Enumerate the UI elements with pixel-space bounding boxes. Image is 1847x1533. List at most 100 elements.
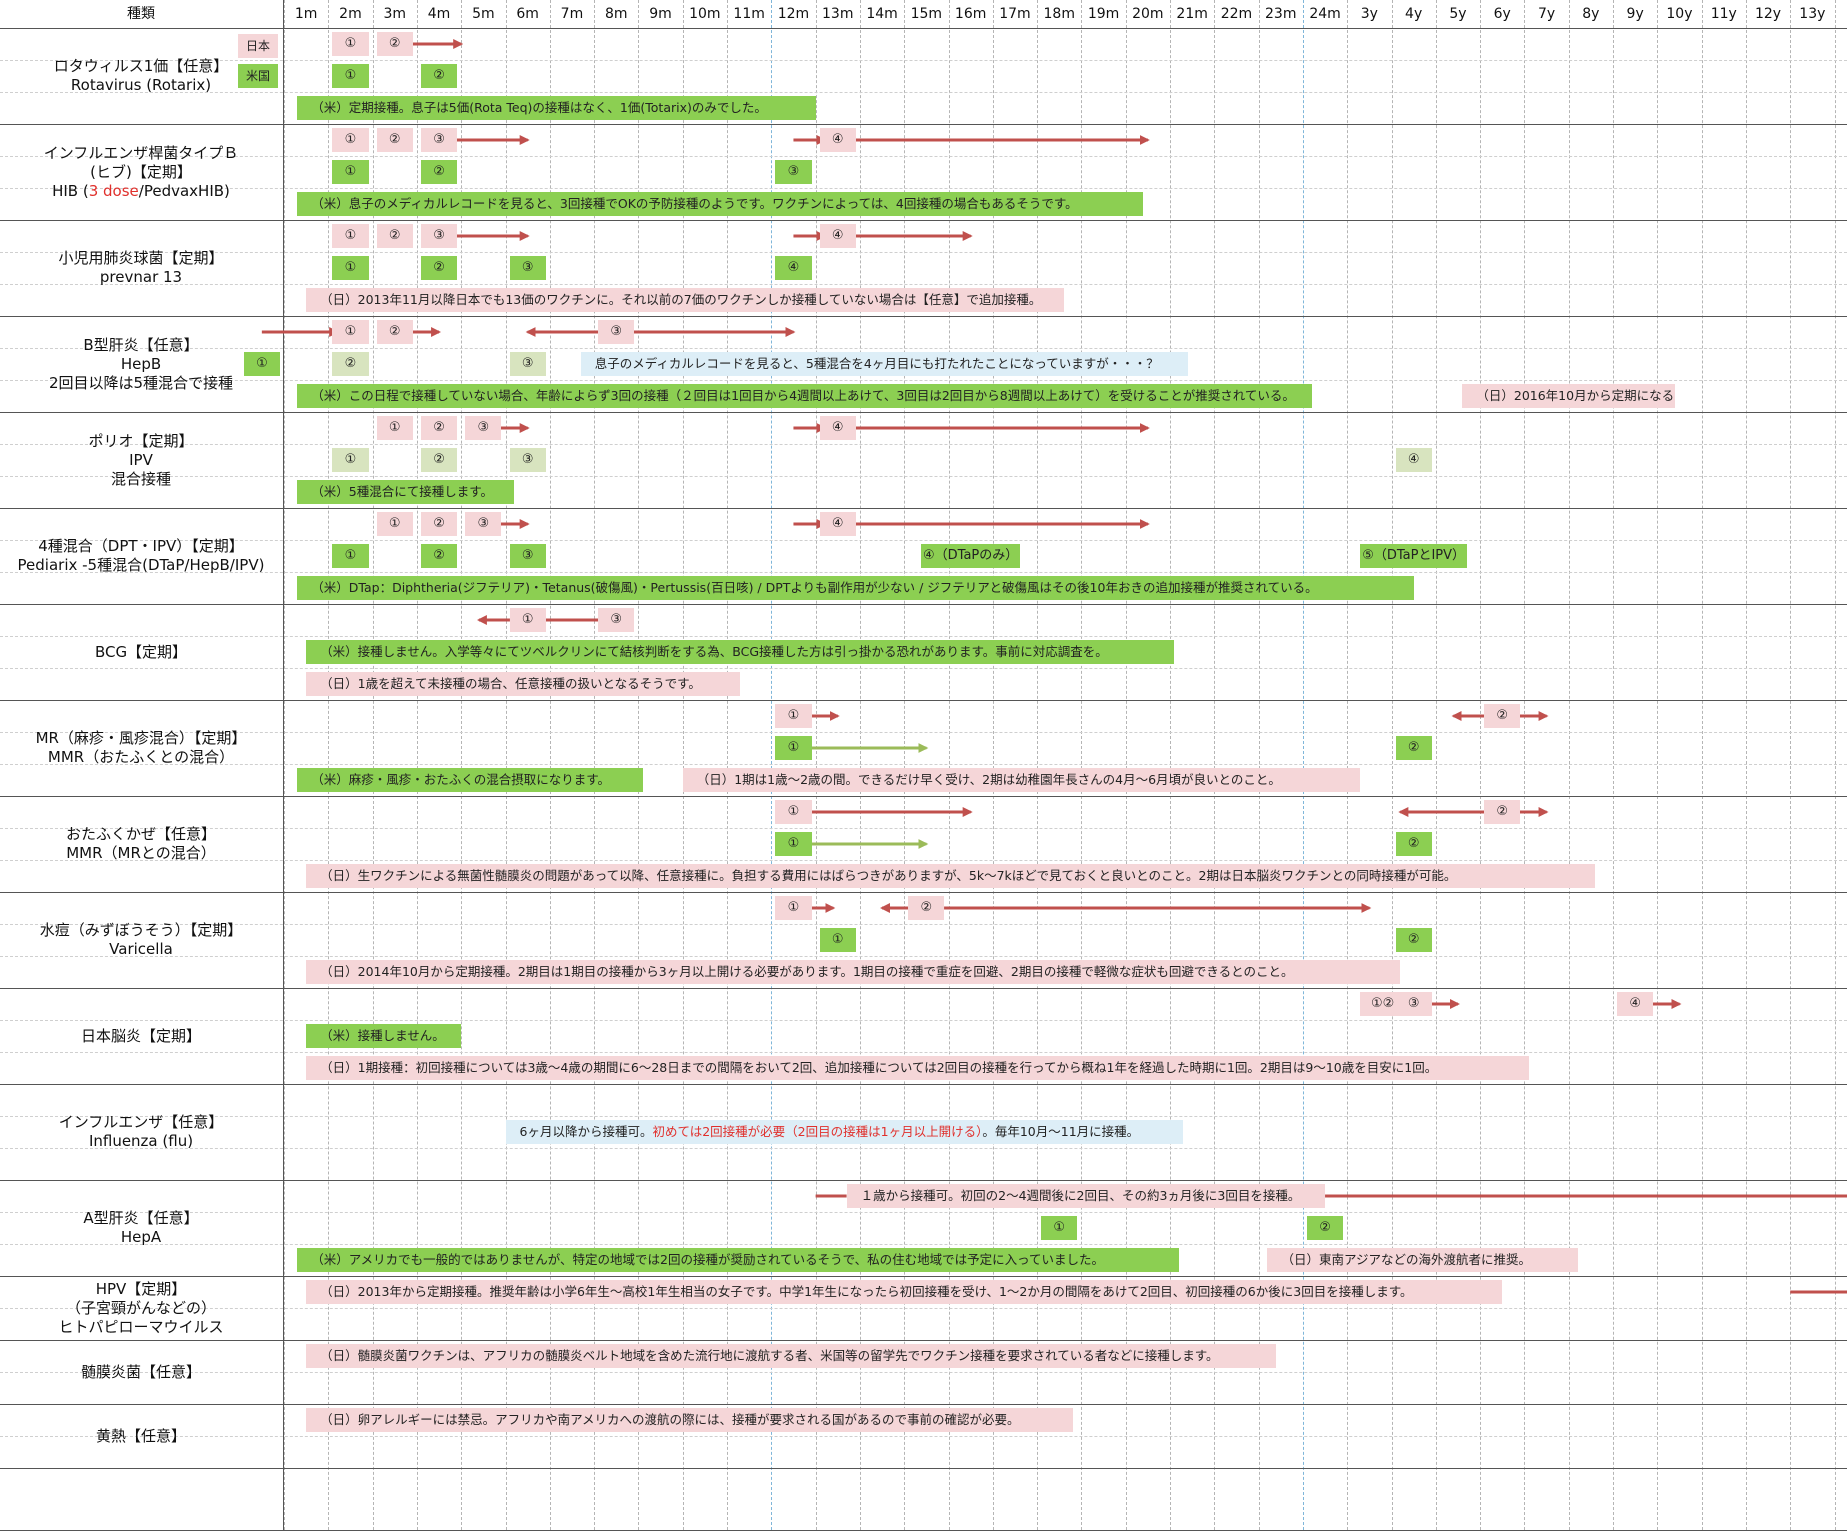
row-divider xyxy=(0,1468,1847,1469)
column-header: 14m xyxy=(866,6,898,22)
note-japan: （日）1期接種：初回接種については3歳～4歳の期間に6～28日までの間隔をおいて… xyxy=(306,1056,1529,1080)
label-line: （子宮頸がんなどの） xyxy=(65,1298,216,1317)
dose-marker-japan: ② xyxy=(1484,800,1521,824)
dose-marker-japan: ④ xyxy=(819,224,856,248)
dose-marker-japan: ③ xyxy=(598,608,635,632)
label-line: BCG【定期】 xyxy=(94,642,188,661)
grid-vline xyxy=(1657,0,1659,1530)
label-line: A型肝炎【任意】 xyxy=(83,1209,199,1227)
grid-vline xyxy=(1745,0,1747,1530)
vaccine-label-hpv: HPV【定期】 （子宮頸がんなどの） ヒトパピローマウイルス xyxy=(0,1276,282,1340)
row-divider xyxy=(0,220,1847,221)
grid-vline xyxy=(904,0,906,1530)
label-part: /PedvaxHIB) xyxy=(138,181,230,200)
dose-marker-usa: ② xyxy=(420,256,458,280)
dose-marker-usa: ① xyxy=(775,736,812,760)
column-header: 24m xyxy=(1309,6,1341,22)
column-header: 7m xyxy=(560,6,584,22)
sub-row-divider xyxy=(0,1244,1847,1245)
sub-row-divider xyxy=(0,1212,1847,1213)
grid-vline xyxy=(416,0,418,1530)
column-header: 18m xyxy=(1043,6,1075,22)
column-header: 6y xyxy=(1493,6,1511,22)
dose-marker-usa: ① xyxy=(332,256,369,280)
note-japan: （日）2013年から定期接種。推奨年齢は小学6年生～高校1年生相当の女子です。中… xyxy=(306,1280,1503,1304)
column-header: 8m xyxy=(604,6,628,22)
row-divider xyxy=(0,1276,1847,1277)
vaccine-label-bcg: BCG【定期】 xyxy=(0,604,282,700)
note-japan: （日）1期は1歳～2歳の間。できるだけ早く受け、2期は幼稚園年長さんの4月～6月… xyxy=(682,768,1361,792)
note-usa: （米）この日程で接種していない場合、年齢によらず3回の接種（２回目は1回目から4… xyxy=(297,384,1312,408)
dose-marker-japan: ② xyxy=(420,512,458,536)
grid-vline xyxy=(594,0,596,1530)
dose-marker-japan: ④ xyxy=(819,512,856,536)
dose-marker-japan: ② xyxy=(376,128,413,152)
dose-marker-usa: ① xyxy=(1041,1216,1078,1240)
label-line: (ヒブ)【定期】 xyxy=(90,162,192,181)
grid-vline xyxy=(1037,0,1039,1530)
grid-vline xyxy=(1391,0,1393,1530)
dose-marker-usa: ② xyxy=(332,352,369,376)
dose-marker-japan: ② xyxy=(376,224,413,248)
grid-vline xyxy=(859,0,861,1530)
row-divider xyxy=(0,796,1847,797)
vaccine-label-pcv: 小児用肺炎球菌【定期】 prevnar 13 xyxy=(0,220,282,316)
label-line: インフルエンザ桿菌タイプＢ xyxy=(43,143,239,162)
dose-marker-japan: ③ xyxy=(420,128,458,152)
dose-marker-japan: ② xyxy=(420,416,458,440)
row-divider xyxy=(0,1084,1847,1085)
note-japan: （日）2014年10月から定期接種。2期目は1期目の接種から3ヶ月以上開ける必要… xyxy=(306,960,1401,984)
label-line: Varicella xyxy=(109,940,173,958)
dose-marker-japan: ① xyxy=(376,512,413,536)
sub-row-divider xyxy=(0,956,1847,957)
grid-vline xyxy=(727,0,728,1530)
grid-vline xyxy=(1170,0,1171,1530)
label-line: インフルエンザ【任意】 xyxy=(58,1113,224,1131)
label-line: 日本脳炎【定期】 xyxy=(80,1026,201,1045)
label-line: Influenza (flu) xyxy=(88,1132,194,1150)
grid-vline xyxy=(1302,0,1304,1530)
label-line: 混合接種 xyxy=(110,469,171,488)
column-header: 11y xyxy=(1710,6,1737,22)
note-japan: （日）髄膜炎菌ワクチンは、アフリカの髄膜炎ベルト地域を含めた流行地に渡航する者、… xyxy=(306,1344,1277,1368)
column-header: 6m xyxy=(516,6,539,22)
dose-marker-usa: ② xyxy=(420,448,458,472)
dose-marker-japan: ④ xyxy=(1617,992,1654,1016)
dose-marker-japan: ① xyxy=(376,416,413,440)
note-usa: （米）息子のメディカルレコードを見ると、3回接種でOKの予防接種のようです。ワク… xyxy=(297,192,1144,216)
label-column-border xyxy=(283,0,284,1530)
note-usa: （米）5種混合にて接種します。 xyxy=(297,480,515,504)
label-line: ポリオ【定期】 xyxy=(88,431,194,450)
column-header: 4m xyxy=(427,6,451,22)
dose-marker-usa: ① xyxy=(243,352,281,376)
row-divider xyxy=(0,988,1847,989)
label-line: HepB xyxy=(120,354,162,373)
column-header: 11m xyxy=(733,6,765,22)
note-japan: １歳から接種可。初回の2～4週間後に2回目、その約3ヵ月後に3回目を接種。 xyxy=(846,1184,1326,1208)
grid-vline xyxy=(682,0,684,1530)
grid-vline xyxy=(1214,0,1216,1530)
grid-vline xyxy=(1613,0,1614,1530)
dose-marker-usa: ② xyxy=(1395,832,1432,856)
label-line: 髄膜炎菌【任意】 xyxy=(80,1362,201,1381)
row-divider xyxy=(0,124,1847,125)
label-line: Pediarix -5種混合(DTaP/HepB/IPV) xyxy=(17,556,265,574)
column-header: 19m xyxy=(1087,6,1120,22)
label-line: 2回目以降は5種混合で接種 xyxy=(48,373,234,392)
note-info: 息子のメディカルレコードを見ると、5種混合を4ヶ月目にも打たれたことになっていま… xyxy=(580,352,1188,376)
row-divider xyxy=(0,1404,1847,1405)
sub-row-divider xyxy=(0,348,1847,349)
sub-row-divider xyxy=(0,1116,1847,1117)
grid-vline xyxy=(1701,0,1703,1530)
dose-marker-japan: ① xyxy=(509,608,546,632)
vaccine-label-hepb: B型肝炎【任意】 HepB 2回目以降は5種混合で接種 xyxy=(0,316,282,412)
label-line: 小児用肺炎球菌【定期】 xyxy=(58,249,224,267)
sub-row-divider xyxy=(0,380,1847,381)
column-header: 5y xyxy=(1449,6,1467,22)
dose-marker-usa: ② xyxy=(1395,736,1432,760)
vaccine-label-rota: ロタウィルス1価【任意】 Rotavirus (Rotarix) xyxy=(0,28,282,124)
dose-marker-japan: ① xyxy=(332,224,369,248)
sub-row-divider xyxy=(0,444,1847,445)
label-part-red: 3 dose xyxy=(88,181,139,200)
note-usa: （米）定期接種。息子は5価(Rota Teq)の接種はなく、1価(Totarix… xyxy=(297,96,816,120)
